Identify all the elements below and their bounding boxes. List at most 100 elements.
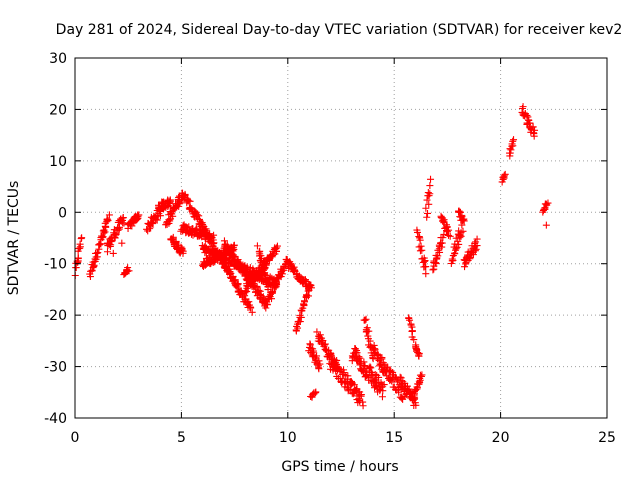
data-point [313,352,321,360]
data-point [455,240,463,248]
data-point [448,255,456,263]
data-point [424,189,432,197]
y-tick-label: -30 [44,360,67,376]
data-point [241,289,249,297]
grid [75,58,607,418]
data-point [272,279,280,287]
x-tick-label: 25 [598,430,616,446]
y-tick-label: -10 [44,257,67,273]
data-point [429,266,437,274]
data-point [422,204,430,212]
data-point [460,215,468,223]
data-point [206,230,214,238]
data-point [153,216,161,224]
data-point [93,249,101,257]
data-point [297,313,305,321]
data-point [301,277,309,285]
y-tick-label: 20 [49,102,67,118]
data-point [234,281,242,289]
data-point [355,353,363,361]
data-point [273,242,281,250]
data-point [320,341,328,349]
data-point [530,130,538,138]
data-point [229,251,237,259]
data-point [156,212,164,220]
data-point [360,358,368,366]
data-point [398,381,406,389]
data-point [253,242,261,250]
data-point [424,209,432,217]
data-point [388,377,396,385]
data-point [368,368,376,376]
data-point [438,239,446,247]
data-point [124,264,132,272]
data-point [75,245,83,253]
data-point [410,336,418,344]
data-point [175,200,183,208]
data-point [396,373,404,381]
data-point [125,267,133,275]
data-point [459,227,467,235]
data-point [439,234,447,242]
x-tick-label: 5 [177,430,186,446]
data-point [408,327,416,335]
data-point [192,225,200,233]
data-point [413,347,421,355]
data-point [378,393,386,401]
data-point [359,402,367,410]
data-point [146,225,154,233]
data-point [426,182,434,190]
data-point [327,352,335,360]
data-point [509,137,517,145]
data-point [447,260,455,268]
data-point [423,213,431,221]
data-point [340,369,348,377]
data-point [458,221,466,229]
data-point [76,240,84,248]
data-point [544,199,552,207]
data-point [501,170,509,178]
data-point [425,200,433,208]
data-point [423,196,431,204]
data-point [244,282,252,290]
data-point [413,383,421,391]
data-point [452,245,460,253]
data-point [134,212,142,220]
data-point [350,381,358,389]
data-point [88,267,96,275]
data-point [332,358,340,366]
data-point [301,298,309,306]
data-point [510,136,518,144]
chart-title: Day 281 of 2024, Sidereal Day-to-day VTE… [56,22,623,38]
data-point [102,223,110,231]
data-point [426,190,434,198]
data-point [201,242,209,250]
data-point [263,279,271,287]
data-point [107,241,115,249]
data-point [269,288,277,296]
data-point [109,249,117,257]
x-tick-label: 15 [385,430,403,446]
data-point [456,234,464,242]
data-point [445,231,453,239]
data-point [427,175,435,183]
data-point [438,243,446,251]
data-point [436,248,444,256]
data-point [272,247,280,255]
data-point [179,247,187,255]
data-point [523,111,531,119]
data-point [454,237,462,245]
y-tick-label: 0 [58,205,67,221]
data-point [440,230,448,238]
data-point [74,255,82,263]
x-tick-label: 10 [279,430,297,446]
data-point [362,315,370,323]
data-point [239,266,247,274]
data-point [103,248,111,256]
data-point [466,247,474,255]
data-point [99,227,107,235]
data-point [422,263,430,271]
data-point [378,354,386,362]
